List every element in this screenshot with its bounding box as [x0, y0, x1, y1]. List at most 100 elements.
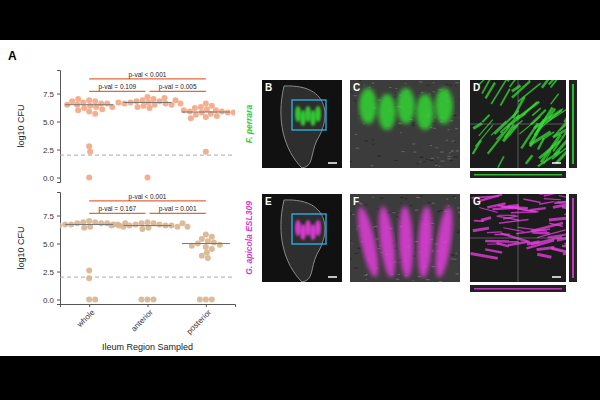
data-point	[203, 232, 209, 238]
figure-background	[0, 40, 600, 356]
texture	[449, 254, 453, 255]
texture	[354, 268, 358, 269]
y-tick: 5.0	[43, 118, 60, 127]
texture	[456, 273, 459, 274]
texture	[446, 140, 448, 141]
fluorescence	[481, 218, 491, 221]
texture	[400, 132, 401, 133]
fluorescence	[378, 94, 396, 130]
texture	[350, 161, 352, 162]
y-axis-line	[57, 71, 61, 183]
data-point	[147, 105, 153, 111]
fluorescence	[507, 80, 520, 81]
significance-bracket	[89, 213, 145, 214]
x-axis-line	[61, 305, 236, 308]
significance-label: p-val = 0.109	[98, 83, 136, 91]
data-point	[86, 143, 92, 149]
data-point	[121, 224, 127, 230]
texture	[457, 208, 460, 209]
x-tick: whole	[75, 304, 97, 330]
data-point	[98, 220, 104, 226]
data-point	[162, 95, 168, 101]
detection-limit-line	[60, 155, 235, 156]
significance-label: p-val = 0.167	[98, 205, 136, 213]
texture	[446, 84, 449, 85]
orthogonal-slice	[569, 194, 577, 282]
texture	[396, 279, 399, 280]
fluorescence	[505, 124, 514, 137]
data-point	[173, 97, 179, 103]
y-tick-label: 5.0	[43, 240, 55, 249]
orthogonal-slice	[569, 80, 577, 168]
texture	[356, 229, 357, 230]
fluorescence	[315, 106, 321, 122]
fluorescence	[498, 215, 515, 216]
data-point	[86, 267, 92, 273]
data-point	[86, 297, 92, 303]
panel-letter: E	[265, 196, 272, 207]
texture	[350, 258, 352, 259]
fluorescence	[539, 202, 554, 205]
data-point	[104, 101, 110, 107]
data-point	[198, 104, 204, 110]
texture	[411, 122, 415, 123]
y-tick-mark	[57, 216, 60, 217]
texture	[371, 165, 374, 166]
image-background	[350, 194, 460, 282]
texture	[409, 205, 412, 206]
y-tick: 7.5	[43, 90, 60, 99]
orthogonal-signal	[474, 174, 562, 176]
fluorescence	[517, 209, 534, 211]
fluorescence	[526, 155, 533, 163]
texture	[428, 145, 432, 146]
scale-bar	[328, 276, 337, 278]
texture	[356, 148, 359, 149]
panel-letter: F	[353, 196, 359, 207]
texture	[372, 83, 374, 84]
data-point	[205, 255, 211, 261]
texture	[352, 214, 354, 215]
texture	[365, 204, 367, 205]
texture	[358, 248, 362, 249]
y-tick-mark	[57, 244, 60, 245]
y-tick-label: 2.5	[43, 146, 55, 155]
fluorescence	[516, 102, 539, 119]
data-point	[151, 96, 157, 102]
texture	[437, 211, 440, 212]
crosshair	[518, 194, 519, 282]
texture	[398, 274, 400, 275]
data-point	[175, 224, 181, 230]
texture	[414, 151, 417, 152]
data-point	[163, 101, 169, 107]
texture	[433, 266, 434, 267]
texture	[359, 116, 360, 117]
fluorescence	[482, 80, 493, 94]
fluorescence	[549, 217, 566, 220]
y-tick: 7.5	[43, 212, 60, 221]
data-point	[204, 249, 210, 255]
fluorescence	[488, 126, 510, 153]
texture	[350, 240, 351, 241]
fluorescence	[501, 233, 530, 242]
fluorescence	[553, 201, 566, 208]
texture	[453, 115, 456, 116]
orthogonal-slice	[470, 285, 566, 292]
significance-label: p-val < 0.001	[129, 193, 167, 201]
fluorescence	[542, 132, 554, 140]
y-tick-mark	[57, 300, 60, 301]
texture	[401, 151, 404, 152]
data-point	[116, 99, 122, 105]
data-point	[86, 275, 92, 281]
y-tick-label: 5.0	[43, 118, 55, 127]
texture	[378, 100, 381, 101]
y-tick-mark	[57, 272, 60, 273]
texture	[420, 161, 421, 162]
texture	[413, 280, 414, 281]
data-point	[87, 103, 93, 109]
texture	[458, 212, 460, 213]
significance-bracket	[89, 200, 206, 201]
fluorescence	[510, 80, 522, 87]
texture	[420, 195, 423, 196]
texture	[358, 80, 361, 81]
fluorescence	[479, 194, 502, 201]
